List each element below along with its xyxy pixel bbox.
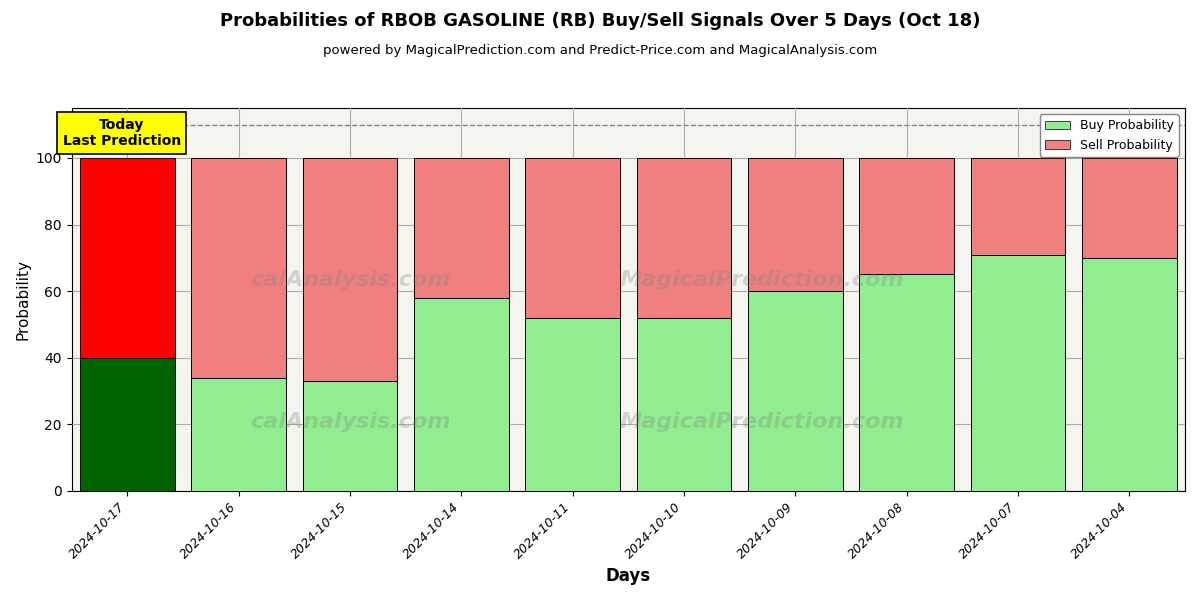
Text: calAnalysis.com: calAnalysis.com xyxy=(250,412,450,432)
X-axis label: Days: Days xyxy=(606,567,650,585)
Bar xyxy=(1082,258,1177,491)
Bar xyxy=(748,291,842,491)
Bar xyxy=(414,158,509,298)
Text: MagicalPrediction.com: MagicalPrediction.com xyxy=(619,271,904,290)
Bar xyxy=(859,274,954,491)
Bar xyxy=(302,158,397,381)
Bar xyxy=(748,158,842,291)
Bar xyxy=(1082,158,1177,258)
Text: Today
Last Prediction: Today Last Prediction xyxy=(62,118,181,148)
Text: powered by MagicalPrediction.com and Predict-Price.com and MagicalAnalysis.com: powered by MagicalPrediction.com and Pre… xyxy=(323,44,877,57)
Bar xyxy=(191,158,286,378)
Bar xyxy=(971,254,1066,491)
Legend: Buy Probability, Sell Probability: Buy Probability, Sell Probability xyxy=(1040,114,1178,157)
Bar xyxy=(302,381,397,491)
Bar xyxy=(191,378,286,491)
Bar xyxy=(526,318,620,491)
Y-axis label: Probability: Probability xyxy=(16,259,30,340)
Bar xyxy=(526,158,620,318)
Text: MagicalPrediction.com: MagicalPrediction.com xyxy=(619,412,904,432)
Bar xyxy=(80,358,175,491)
Bar xyxy=(637,158,731,318)
Text: calAnalysis.com: calAnalysis.com xyxy=(250,271,450,290)
Bar xyxy=(859,158,954,274)
Bar xyxy=(637,318,731,491)
Bar xyxy=(80,158,175,358)
Bar xyxy=(414,298,509,491)
Bar xyxy=(971,158,1066,254)
Text: Probabilities of RBOB GASOLINE (RB) Buy/Sell Signals Over 5 Days (Oct 18): Probabilities of RBOB GASOLINE (RB) Buy/… xyxy=(220,12,980,30)
